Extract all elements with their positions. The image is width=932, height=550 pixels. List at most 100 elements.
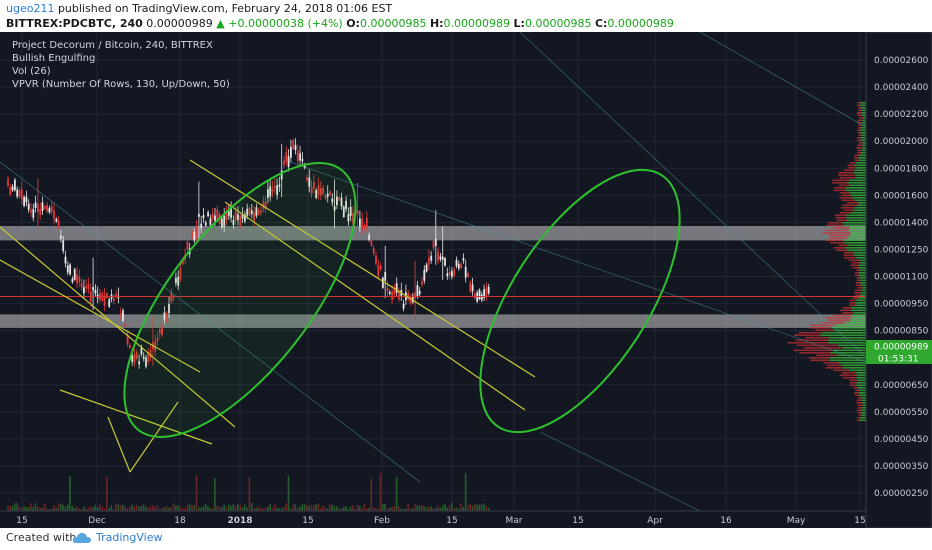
author-link[interactable]: ugeo211: [6, 2, 55, 15]
vpvr-bar-up: [851, 314, 866, 317]
volume-bar: [393, 506, 396, 511]
volume-bar: [269, 504, 271, 511]
volume-bar: [87, 507, 90, 511]
volume-bar: [333, 506, 336, 511]
price-chart[interactable]: 0.00002600 0.00002400 0.00002200 0.00002000…: [0, 31, 932, 529]
vpvr-bar-up: [862, 144, 866, 147]
trendline[interactable]: [224, 201, 526, 411]
channel-line[interactable]: [289, 161, 867, 363]
volume-bar: [483, 503, 485, 511]
volume-bar: [349, 506, 352, 511]
trendline[interactable]: [0, 259, 201, 373]
vpvr-bar-down: [834, 214, 847, 217]
volume-bar: [299, 506, 301, 511]
volume-bar: [384, 503, 386, 511]
vpvr-bar-up: [829, 337, 866, 339]
vpvr-bar-down: [839, 374, 857, 377]
volume-bar: [315, 504, 317, 511]
candle-body: [232, 220, 235, 225]
indicator-vpvr[interactable]: VPVR (Number Of Rows, 130, Up/Down, 50): [12, 79, 230, 90]
indicator-bullish-engulfing[interactable]: Bullish Engulfing: [12, 53, 95, 64]
candle-body: [421, 281, 423, 285]
vpvr-bar-down: [858, 397, 862, 399]
vpvr-bar-down: [836, 249, 848, 252]
vpvr-bar-down: [839, 197, 852, 199]
volume-bar: [216, 505, 218, 511]
volume-bar: [172, 503, 175, 511]
volume-bar: [188, 503, 191, 511]
candle-body: [306, 176, 308, 181]
vpvr-bar-down: [798, 332, 823, 334]
channel-line[interactable]: [519, 31, 867, 358]
volume-bar: [209, 508, 212, 511]
channel-line[interactable]: [699, 31, 867, 128]
vpvr-bar-up: [849, 369, 866, 372]
volume-bar: [227, 504, 230, 511]
price-axis-panel[interactable]: [865, 31, 932, 529]
vpvr-bar-down: [857, 287, 863, 289]
indicator-volume[interactable]: Vol (26): [12, 66, 51, 77]
projection-ellipse[interactable]: [83, 127, 396, 473]
support-resistance-zone[interactable]: [0, 314, 866, 328]
volume-bar: [218, 506, 221, 511]
candle-body: [253, 212, 255, 223]
vpvr-bar-down: [810, 324, 836, 327]
support-resistance-zone[interactable]: [0, 225, 866, 241]
last-price-tag: 0.00000989: [874, 343, 929, 353]
volume-bar: [460, 503, 462, 511]
volume-bar: [446, 507, 448, 511]
vpvr-bar-down: [856, 104, 861, 107]
tradingview-brand[interactable]: TradingView: [96, 531, 163, 544]
volume-bar: [310, 504, 313, 511]
trendline[interactable]: [0, 226, 236, 428]
candle-body: [27, 203, 30, 210]
candle-body: [395, 283, 398, 293]
channel-line[interactable]: [539, 431, 701, 512]
candle-body: [287, 156, 290, 167]
projection-ellipse[interactable]: [441, 138, 718, 464]
trendline[interactable]: [107, 416, 131, 473]
vpvr-bar-up: [838, 344, 866, 347]
candle-body: [55, 218, 58, 222]
trendline[interactable]: [59, 389, 213, 445]
volume-bar: [430, 506, 432, 511]
candle-body: [264, 201, 267, 210]
volume-bar: [267, 506, 269, 511]
trendline[interactable]: [189, 159, 536, 378]
candle-body: [345, 200, 347, 210]
channel-line[interactable]: [0, 161, 421, 483]
candle-body: [453, 268, 456, 276]
vpvr-bar-up: [861, 109, 866, 112]
vpvr-bar-up: [858, 159, 866, 162]
chart-area[interactable]: 0.00002600 0.00002400 0.00002200 0.00002000…: [0, 31, 932, 529]
volume-bar: [354, 508, 356, 511]
candle-body: [177, 276, 180, 286]
vpvr-bar-down: [854, 292, 861, 294]
indicator-title[interactable]: Project Decorum / Bitcoin, 240, BITTREX: [12, 40, 213, 51]
volume-bar: [23, 506, 25, 511]
vpvr-bar-down: [847, 202, 859, 204]
price-tick-label: 0.00000350: [874, 462, 929, 472]
candle-body: [474, 293, 476, 299]
candle-body: [283, 160, 285, 165]
volume-bar: [115, 503, 117, 511]
vpvr-bar-down: [826, 224, 844, 227]
candle-body: [393, 289, 396, 295]
candle-body: [239, 216, 242, 227]
vpvr-bar-up: [847, 219, 866, 222]
vpvr-bar-up: [861, 139, 866, 142]
volume-bar: [379, 473, 382, 511]
vpvr-bar-up: [857, 379, 866, 382]
volume-bar: [9, 505, 11, 511]
vpvr-bar-down: [854, 392, 859, 394]
vpvr-bar-down: [856, 402, 863, 404]
volume-bar: [154, 506, 156, 511]
vpvr-bar-down: [833, 369, 850, 372]
price-tick-label: 0.00001400: [874, 218, 929, 228]
vpvr-bar-up: [828, 342, 866, 344]
vpvr-bar-up: [841, 364, 866, 367]
vpvr-bar-down: [856, 277, 861, 279]
vpvr-bar-up: [862, 402, 866, 404]
candle-body: [352, 212, 354, 224]
time-tick-label: 2018: [227, 516, 252, 526]
